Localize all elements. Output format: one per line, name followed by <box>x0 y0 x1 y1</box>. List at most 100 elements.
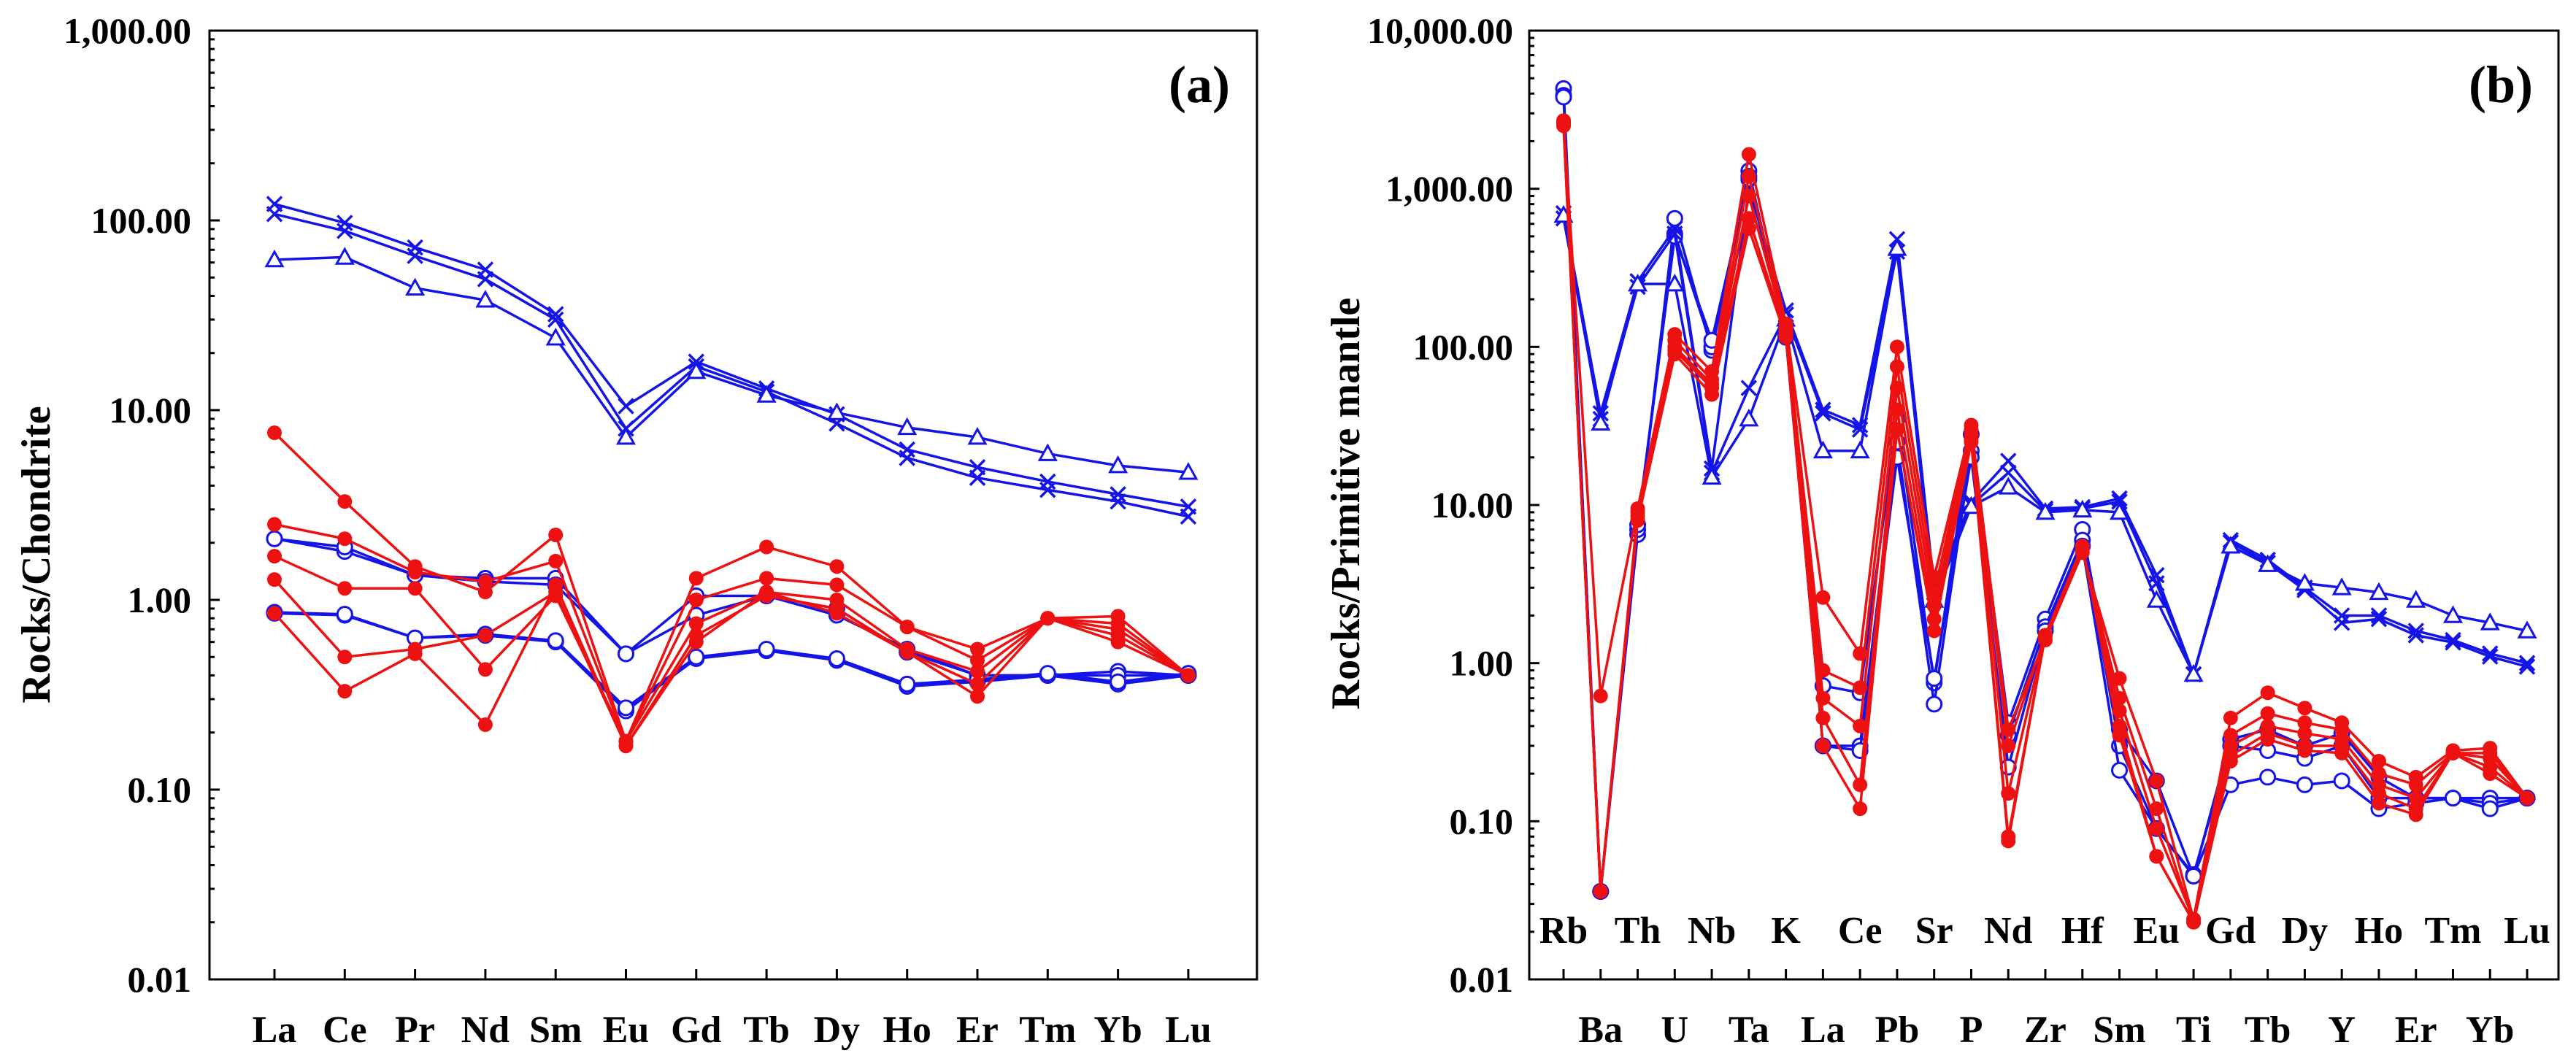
series-line <box>274 202 1189 508</box>
data-point <box>2371 766 2386 782</box>
x-tick-label: Tm <box>2424 910 2481 952</box>
data-point <box>477 585 493 600</box>
data-point <box>2260 731 2275 747</box>
y-tick-label: 10,000.00 <box>1367 10 1513 51</box>
y-tick-label: 10.00 <box>109 390 192 431</box>
data-point <box>1850 440 1870 459</box>
x-tick-label: Th <box>1615 910 1661 952</box>
y-tick-label: 100.00 <box>91 200 192 241</box>
data-point <box>2260 706 2275 721</box>
data-point <box>1037 443 1058 461</box>
x-tick-label: Dy <box>2282 910 2329 952</box>
y-tick-label: 1,000.00 <box>1385 169 1513 209</box>
data-point <box>2482 648 2499 665</box>
x-tick-label: Y <box>2328 1009 2356 1051</box>
panel-a-frame <box>208 29 1258 981</box>
data-point <box>2000 452 2017 469</box>
data-point <box>2406 590 2426 608</box>
data-point <box>266 206 283 223</box>
data-point <box>1180 508 1197 525</box>
data-point <box>2408 777 2423 793</box>
data-point <box>1778 330 1793 345</box>
data-point <box>615 427 637 445</box>
series-red-2 <box>267 517 1196 749</box>
data-point <box>899 675 916 693</box>
x-tick-label: U <box>1661 1009 1689 1051</box>
series-blue-x-2 <box>266 206 1197 525</box>
x-tick-label: Yb <box>2466 1009 2514 1051</box>
data-point <box>407 247 423 264</box>
data-point <box>970 652 985 668</box>
x-tick-label: Lu <box>2504 910 2550 952</box>
data-point <box>1741 211 1756 226</box>
data-point <box>2110 501 2130 520</box>
data-point <box>2370 611 2388 628</box>
data-point <box>1040 611 1056 626</box>
data-point <box>1812 440 1833 459</box>
data-point <box>688 593 704 607</box>
series-line <box>1562 217 2528 676</box>
data-point <box>1627 274 1648 292</box>
x-tick-label: Nd <box>1984 910 2033 952</box>
data-point <box>2371 795 2386 811</box>
data-point <box>1926 670 1943 687</box>
data-point <box>267 517 282 532</box>
data-point <box>2260 685 2275 701</box>
data-point <box>407 565 423 580</box>
x-tick-label: Pb <box>1875 1009 1920 1051</box>
data-point <box>547 632 564 650</box>
x-tick-label: Eu <box>2134 910 2180 952</box>
series-line <box>273 583 1189 747</box>
data-point <box>759 539 774 555</box>
data-point <box>547 311 564 328</box>
data-point <box>477 662 493 677</box>
x-tick-label: Pr <box>395 1009 435 1051</box>
data-point <box>1741 169 1756 184</box>
series-blue-tri <box>264 247 1199 480</box>
data-point <box>1741 221 1756 236</box>
data-point <box>2408 807 2423 822</box>
data-point <box>1555 88 1572 106</box>
data-point <box>759 585 774 600</box>
series-red-4 <box>267 572 1196 754</box>
data-point <box>477 717 493 732</box>
x-tick-label: Ba <box>1578 1009 1623 1051</box>
data-point <box>337 494 353 509</box>
y-tick-label: 10.00 <box>1431 485 1514 525</box>
data-point <box>545 328 566 346</box>
data-point <box>1815 590 1831 605</box>
data-point <box>2111 762 2129 779</box>
data-point <box>686 361 707 379</box>
data-point <box>407 646 423 661</box>
data-point <box>618 699 634 717</box>
data-point <box>1039 665 1056 682</box>
data-point <box>967 427 988 445</box>
data-point <box>337 581 353 596</box>
data-point <box>267 549 282 564</box>
data-point <box>1815 710 1831 725</box>
data-point <box>337 684 353 699</box>
data-point <box>1556 118 1571 134</box>
panel-b-frame <box>1528 29 2560 981</box>
data-point <box>2221 536 2241 554</box>
data-point <box>337 650 353 665</box>
data-point <box>2038 628 2053 643</box>
data-point <box>405 277 426 296</box>
data-point <box>2146 590 2166 608</box>
data-point <box>758 641 775 658</box>
series-red-5 <box>1556 118 2535 930</box>
y-tick-label: 0.01 <box>128 959 192 1000</box>
x-tick-label: Ti <box>2176 1009 2211 1051</box>
series-blue-tri <box>1553 204 2537 682</box>
data-point <box>264 249 285 268</box>
data-point <box>828 650 845 668</box>
data-point <box>2297 725 2312 741</box>
y-tick-label: 1,000.00 <box>64 10 191 51</box>
data-point <box>2035 501 2056 520</box>
data-point <box>826 402 847 420</box>
data-point <box>688 648 705 666</box>
data-point <box>2111 493 2128 510</box>
x-tick-label: Sm <box>2093 1009 2145 1051</box>
data-point <box>2112 728 2127 743</box>
